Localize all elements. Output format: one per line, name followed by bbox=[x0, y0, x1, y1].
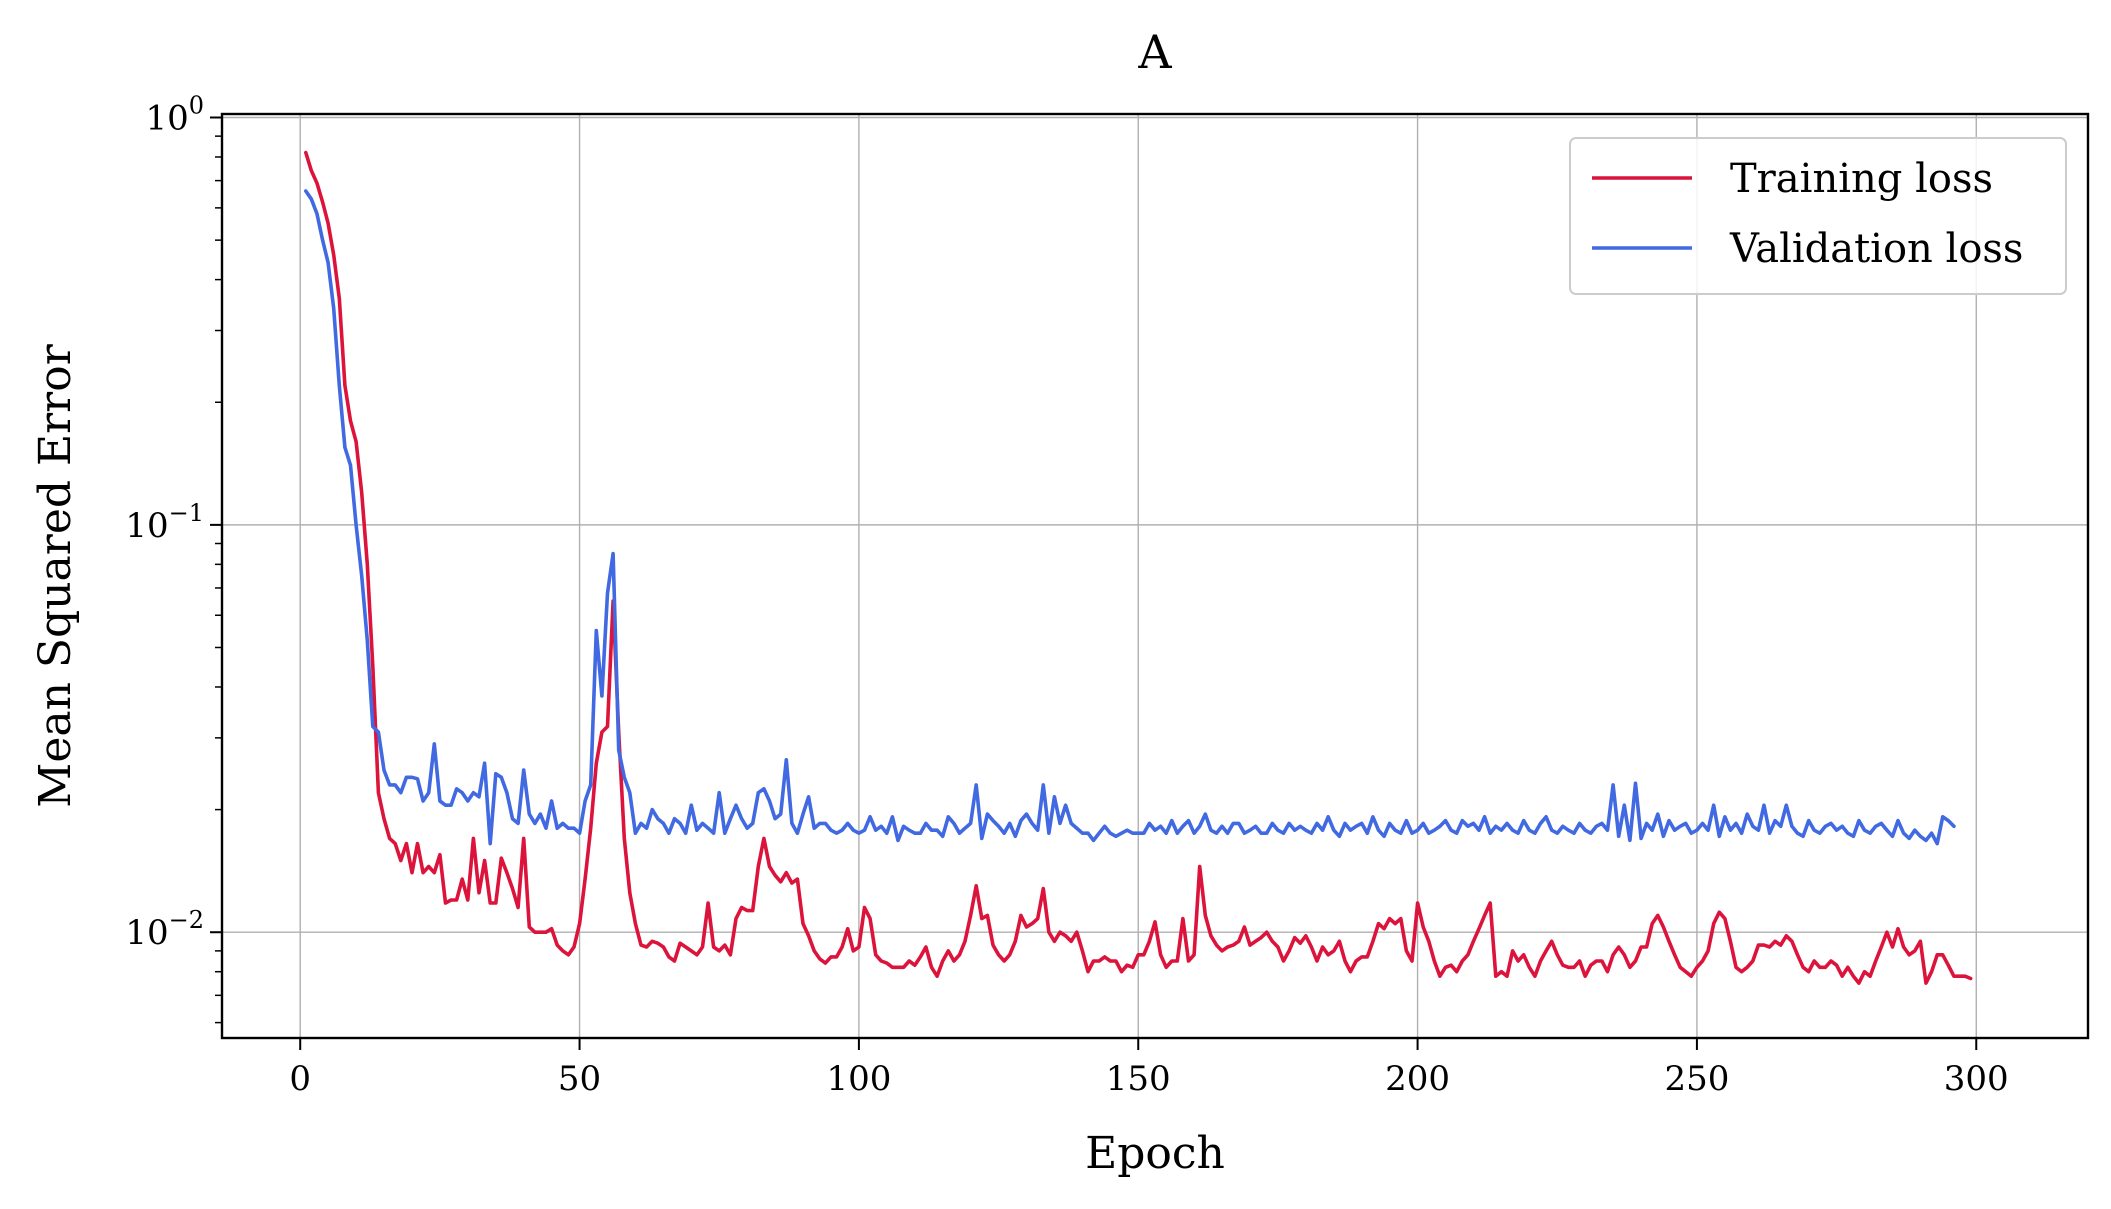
x-axis-ticks: 0 50 100 150 200 250 300 bbox=[289, 1038, 2009, 1099]
chart-title: A bbox=[1137, 25, 1172, 79]
x-tick-label: 100 bbox=[826, 1059, 891, 1099]
legend-label-validation: Validation loss bbox=[1729, 226, 2023, 272]
x-tick-label: 50 bbox=[558, 1059, 601, 1099]
legend: Training loss Validation loss bbox=[1569, 137, 2067, 295]
x-tick-label: 200 bbox=[1385, 1059, 1450, 1099]
plot-frame bbox=[220, 112, 2090, 1040]
x-axis-title: Epoch bbox=[1085, 1128, 1225, 1179]
y-tick-label: 10−1 bbox=[125, 499, 204, 546]
x-tick-label: 0 bbox=[289, 1059, 311, 1099]
y-tick-label: 100 bbox=[145, 92, 204, 139]
x-tick-label: 250 bbox=[1664, 1059, 1729, 1099]
x-tick-label: 300 bbox=[1944, 1059, 2009, 1099]
legend-box bbox=[1569, 137, 2067, 295]
x-tick-label: 150 bbox=[1106, 1059, 1171, 1099]
y-axis-title: Mean Squared Error bbox=[30, 343, 81, 807]
training-loss-line bbox=[304, 150, 1973, 985]
y-axis-ticks: 100 10−1 10−2 bbox=[125, 92, 222, 1024]
legend-label-training: Training loss bbox=[1730, 156, 1993, 202]
validation-loss-line bbox=[304, 189, 1956, 846]
y-tick-label: 10−2 bbox=[125, 906, 204, 953]
series-lines bbox=[304, 150, 1973, 985]
